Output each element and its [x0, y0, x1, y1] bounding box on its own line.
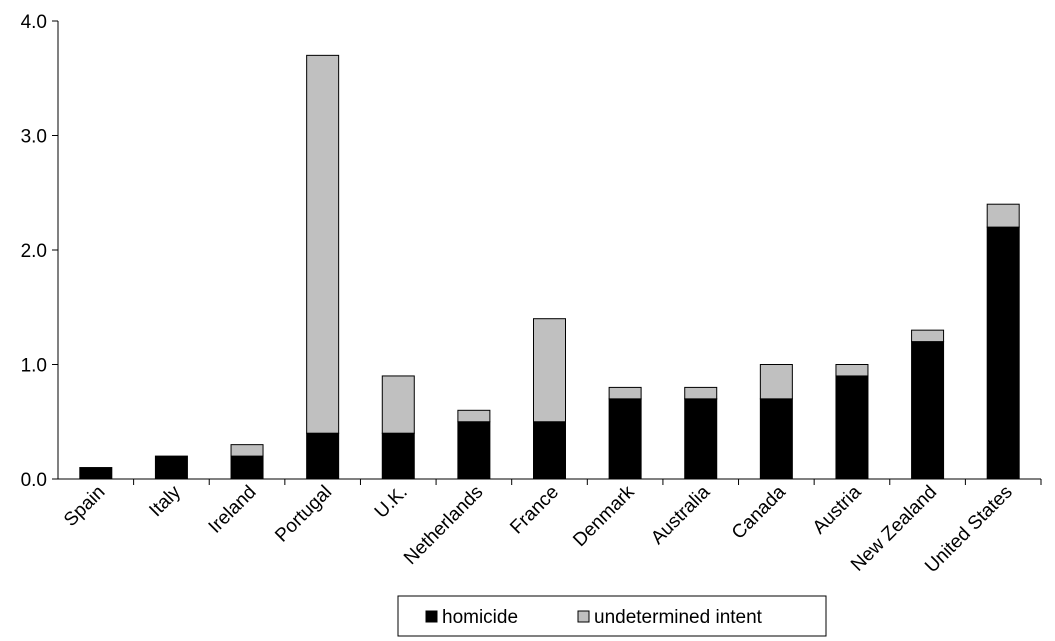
bar-undetermined-intent-denmark: [608, 386, 642, 400]
bar-undetermined-intent-united-states: [986, 203, 1020, 228]
x-tick-label: Canada: [728, 481, 790, 543]
bar-homicide-ireland: [230, 455, 264, 480]
bar-homicide-denmark: [608, 398, 642, 480]
x-tick-label: U.K.: [371, 482, 412, 523]
x-tick-label: Ireland: [205, 482, 261, 538]
legend-swatch-homicide: [425, 610, 438, 623]
bar-homicide-canada: [759, 398, 793, 480]
legend-label-undetermined-intent: undetermined intent: [594, 607, 763, 628]
y-axis: 0.0 1.0 2.0 3.0 4.0: [21, 12, 58, 491]
legend: homicide undetermined intent: [397, 595, 827, 637]
bar-homicide-france: [533, 421, 566, 480]
y-tick-label: 0.0: [21, 470, 47, 491]
x-tick-label: France: [506, 482, 563, 539]
bar-undetermined-intent-austria: [835, 364, 869, 377]
x-tick-label: Italy: [145, 481, 185, 521]
legend-swatch-undetermined-intent: [577, 610, 590, 623]
bar-homicide-u-k-: [381, 432, 415, 480]
x-tick-label: Austria: [809, 481, 866, 538]
bars: [79, 54, 1042, 485]
bar-undetermined-intent-new-zealand: [911, 329, 945, 343]
bar-undetermined-intent-portugal: [306, 54, 340, 434]
bar-undetermined-intent-netherlands: [457, 409, 491, 423]
bar-homicide-australia: [684, 398, 718, 480]
bar-undetermined-intent-france: [533, 318, 566, 423]
x-tick-label: Denmark: [569, 481, 639, 551]
bar-homicide-spain: [79, 467, 113, 480]
bar-homicide-austria: [835, 375, 869, 480]
y-tick-label: 4.0: [21, 12, 47, 33]
x-axis-labels: Spain Italy Ireland Portugal U.K.Netherlands…: [60, 481, 1017, 577]
y-tick-label: 2.0: [21, 241, 47, 262]
x-tick-label: Portugal: [271, 482, 336, 547]
bar-undetermined-intent-u-k-: [381, 375, 415, 434]
x-tick-label: Netherlands: [400, 482, 487, 569]
bar-homicide-netherlands: [457, 421, 491, 480]
x-tick-label: Australia: [647, 481, 714, 548]
bar-undetermined-intent-ireland: [230, 444, 264, 457]
bar-homicide-italy: [154, 455, 188, 480]
bar-homicide-portugal: [306, 432, 340, 480]
bar-homicide-new-zealand: [911, 341, 945, 480]
bar-undetermined-intent-canada: [759, 364, 793, 400]
x-tick-label: Spain: [60, 482, 109, 531]
y-tick-label: 3.0: [21, 127, 47, 148]
bar-homicide-united-states: [986, 226, 1020, 480]
legend-box: [397, 595, 827, 637]
bar-undetermined-intent-australia: [684, 386, 718, 400]
y-tick-label: 1.0: [21, 356, 47, 377]
legend-label-homicide: homicide: [442, 607, 518, 628]
